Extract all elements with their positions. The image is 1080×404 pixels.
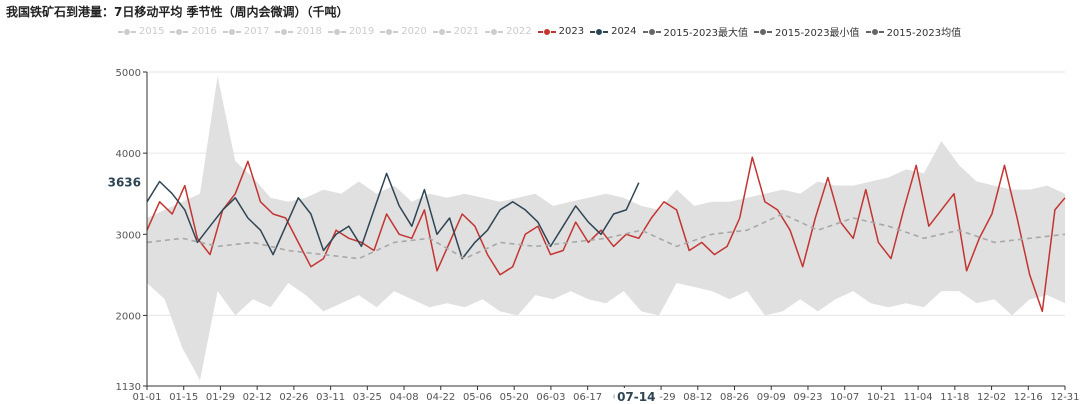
legend-item-2016[interactable]: 2016 xyxy=(170,26,217,37)
y-tick-label: 4000 xyxy=(116,149,141,160)
y-tick-label: 1130 xyxy=(116,382,141,393)
x-tick-label: 07-29 xyxy=(647,392,676,403)
x-tick-label: 11-18 xyxy=(940,392,969,403)
x-tick-label: 06-17 xyxy=(573,392,602,403)
x-tick-label: 03-11 xyxy=(316,392,345,403)
legend-marker-icon xyxy=(432,27,451,36)
y-tick-label: 5000 xyxy=(116,68,141,79)
legend-item-2015-2023均值[interactable]: 2015-2023均值 xyxy=(865,24,962,39)
x-tick-label: 04-22 xyxy=(426,392,455,403)
x-tick-label: 12-16 xyxy=(1014,392,1043,403)
legend-item-2015[interactable]: 2015 xyxy=(118,26,164,37)
x-tick-label: 01-01 xyxy=(132,392,161,403)
legend-marker-icon xyxy=(327,27,346,36)
y-tick-label: 2000 xyxy=(116,311,141,322)
legend-marker-icon xyxy=(222,27,241,36)
legend-marker-icon xyxy=(537,27,556,36)
legend-item-2018[interactable]: 2018 xyxy=(275,26,322,37)
x-tick-label: 10-07 xyxy=(830,392,859,403)
x-tick-label: 02-26 xyxy=(279,392,308,403)
legend-label: 2018 xyxy=(296,26,322,37)
x-tick-label: 02-12 xyxy=(243,392,272,403)
x-tick-label: 12-02 xyxy=(977,392,1006,403)
legend-marker-icon xyxy=(275,27,294,36)
x-tick-label: 10-21 xyxy=(867,392,896,403)
legend-item-2021[interactable]: 2021 xyxy=(432,26,480,37)
legend-label: 2022 xyxy=(506,26,532,37)
x-tick-label: 08-12 xyxy=(683,392,712,403)
x-tick-label: 05-06 xyxy=(463,392,492,403)
x-tick-label: 12-31 xyxy=(1050,392,1079,403)
legend-label: 2016 xyxy=(191,26,217,37)
max-min-band xyxy=(147,76,1065,381)
legend-marker-icon xyxy=(754,27,773,36)
x-tick-label: 09-23 xyxy=(793,392,822,403)
legend-item-2015-2023最小值[interactable]: 2015-2023最小值 xyxy=(754,24,860,39)
y-cursor-label: 3636 xyxy=(108,176,141,190)
legend-marker-icon xyxy=(590,27,609,36)
legend-item-2020[interactable]: 2020 xyxy=(380,26,427,37)
legend-item-2017[interactable]: 2017 xyxy=(222,26,270,37)
legend-marker-icon xyxy=(642,27,661,36)
legend-item-2022[interactable]: 2022 xyxy=(485,26,532,37)
x-highlight-label: 07-14 xyxy=(617,390,655,404)
legend-marker-icon xyxy=(170,27,189,36)
legend-item-2024[interactable]: 2024 xyxy=(590,26,637,37)
legend-label: 2019 xyxy=(348,26,375,37)
legend-item-2023[interactable]: 2023 xyxy=(537,26,585,37)
legend-marker-icon xyxy=(118,27,136,36)
legend-label: 2020 xyxy=(401,26,427,37)
legend-item-2019[interactable]: 2019 xyxy=(327,26,375,37)
series-line-2023 xyxy=(146,156,1066,313)
chart-legend: 2015 2016 2017 2018 2019 2020 2021 2022 2023 2024… xyxy=(118,24,967,39)
legend-label: 2023 xyxy=(558,26,585,37)
legend-label: 2015-2023最大值 xyxy=(663,28,749,39)
legend-marker-icon xyxy=(485,27,504,36)
legend-label: 2015-2023均值 xyxy=(886,28,962,39)
legend-label: 2021 xyxy=(453,26,480,37)
x-tick-label: 06-03 xyxy=(536,392,565,403)
x-tick-label: 03-25 xyxy=(353,392,382,403)
legend-marker-icon xyxy=(865,27,884,36)
x-tick-label: 11-04 xyxy=(904,392,933,403)
legend-label: 2024 xyxy=(611,26,637,37)
x-highlight-bg xyxy=(614,388,659,404)
series-line-2015-2023均值 xyxy=(146,213,1066,260)
chart-title: 我国铁矿石到港量：7日移动平均 季节性（周内会微调）（千吨） xyxy=(6,5,349,19)
x-tick-label: 09-09 xyxy=(757,392,786,403)
x-tick-label: 08-26 xyxy=(720,392,749,403)
series-line-2024 xyxy=(146,172,640,260)
y-tick-label: 3000 xyxy=(116,230,141,241)
legend-label: 2015-2023最小值 xyxy=(775,28,860,39)
x-tick-label: 01-15 xyxy=(169,392,198,403)
legend-label: 2015 xyxy=(139,26,165,37)
x-tick-label: 05-20 xyxy=(500,392,529,403)
legend-marker-icon xyxy=(380,27,399,36)
x-tick-label: 04-08 xyxy=(390,392,419,403)
legend-item-2015-2023最大值[interactable]: 2015-2023最大值 xyxy=(642,24,749,39)
legend-label: 2017 xyxy=(243,26,270,37)
x-tick-label: 01-29 xyxy=(206,392,235,403)
y-cursor-bg xyxy=(107,173,145,191)
